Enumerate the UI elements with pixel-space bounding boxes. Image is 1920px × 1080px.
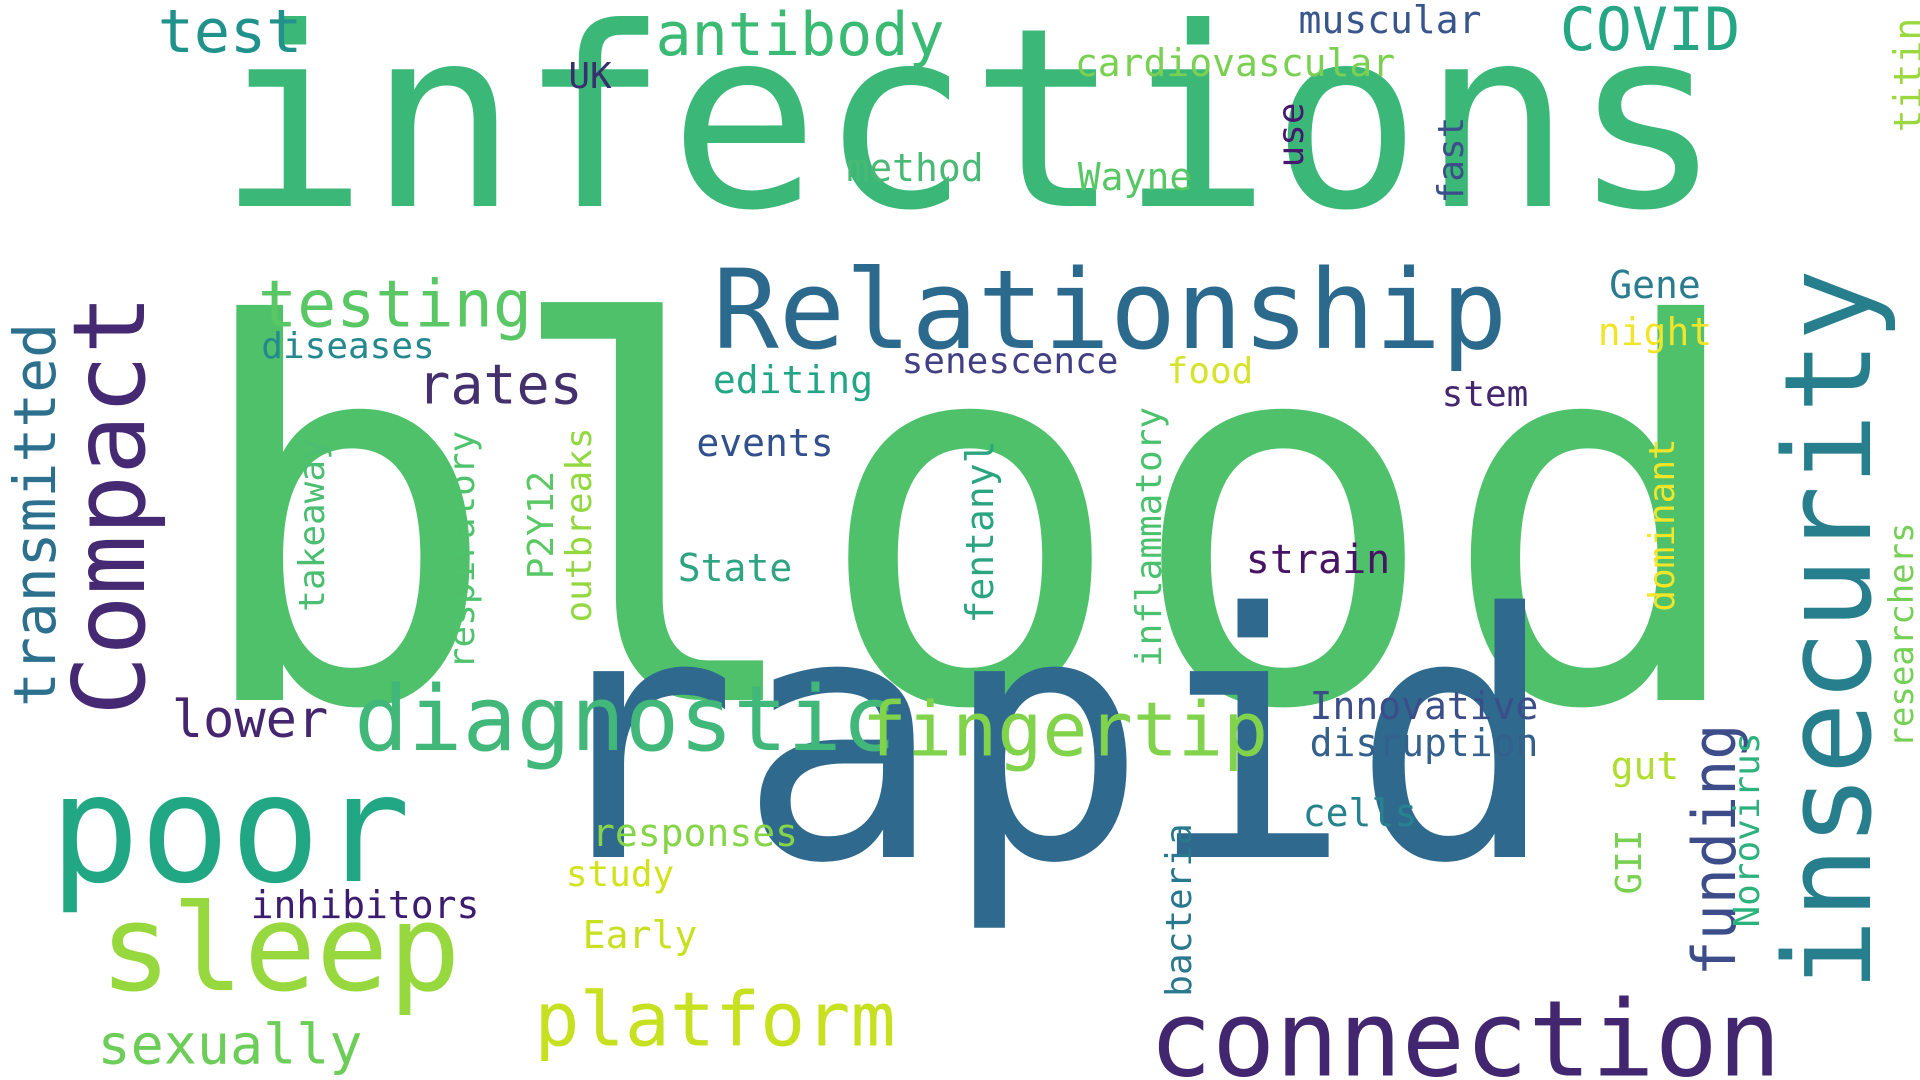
word-senescence: senescence [901, 341, 1119, 382]
word-early: Early [582, 913, 698, 957]
word-night: night [1597, 310, 1713, 354]
word-uk: UK [568, 56, 612, 97]
word-muscular: muscular [1298, 0, 1482, 42]
word-editing: editing [712, 358, 874, 402]
word-inflammatory: inflammatory [1129, 406, 1170, 668]
word-takeaway: takeaway [292, 438, 333, 612]
word-stem: stem [1441, 374, 1529, 415]
word-connection: connection [1148, 978, 1782, 1080]
word-wayne: Wayne [1077, 155, 1193, 199]
word-state: State [677, 546, 793, 590]
word-food: food [1166, 351, 1254, 392]
word-bacteria: bacteria [1159, 823, 1200, 997]
word-inhibitors: inhibitors [250, 883, 480, 927]
word-sexually: sexually [97, 1012, 363, 1077]
word-disruption: disruption [1309, 721, 1539, 765]
word-responses: responses [592, 811, 798, 855]
word-events: events [696, 421, 834, 465]
word-fentanyl: fentanyl [958, 440, 1002, 624]
word-testing: testing [258, 267, 532, 343]
word-transmitted: transmitted [1, 322, 69, 708]
word-platform: platform [534, 975, 896, 1064]
word-rates: rates [417, 352, 583, 417]
word-respiratory: respiratory [442, 430, 483, 670]
word-study: study [565, 854, 675, 895]
word-diagnostic: diagnostic [354, 667, 896, 772]
word-use: use [1271, 102, 1312, 168]
word-outbreaks: outbreaks [559, 427, 600, 623]
word-rapid: rapid [533, 542, 1557, 938]
word-gene: Gene [1609, 263, 1701, 307]
word-gii: GII [1609, 829, 1650, 895]
word-blood: blood [187, 217, 1753, 823]
word-strain: strain [1245, 537, 1391, 583]
word-cells: cells [1302, 791, 1418, 835]
word-fast: fast [1431, 116, 1472, 204]
word-lower: lower [171, 690, 329, 750]
word-covid: COVID [1559, 0, 1741, 65]
word-gut: gut [1610, 744, 1680, 788]
word-titin: titin [1886, 17, 1920, 133]
word-relationship: Relationship [712, 246, 1508, 374]
word-test: test [157, 0, 303, 67]
word-diseases: diseases [261, 326, 435, 367]
word-compact: Compact [51, 294, 168, 716]
word-sleep: sleep [99, 880, 461, 1019]
word-fingertip: fingertip [861, 685, 1269, 774]
word-researchers: researchers [1882, 522, 1920, 748]
word-infections: infections [217, 0, 1723, 265]
word-antibody: antibody [655, 0, 945, 70]
word-method: method [846, 146, 984, 190]
word-poor: poor [49, 743, 411, 917]
word-insecurity: insecurity [1760, 268, 1899, 992]
word-norovirus: Norovirus [1727, 732, 1768, 928]
word-p2y12: P2Y12 [521, 470, 562, 580]
word-dominant: dominant [1642, 438, 1683, 612]
word-cardiovascular: cardiovascular [1074, 41, 1396, 85]
word-innovative: Innovative [1309, 684, 1539, 728]
